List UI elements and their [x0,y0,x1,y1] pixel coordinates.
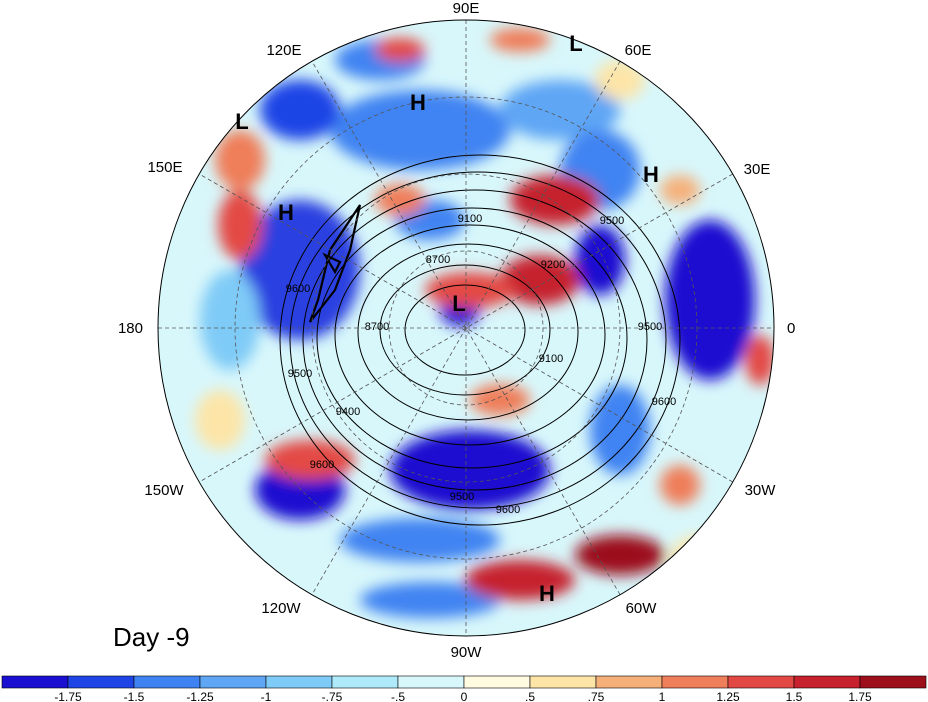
high-marker: H [643,162,659,187]
colorbar-swatch [331,675,399,689]
contour-label: 9100 [539,353,563,365]
high-marker: H [278,200,294,225]
lon-label-60W: 60W [626,600,658,617]
lon-label-30E: 30E [744,161,771,178]
colorbar-swatch [595,675,663,689]
contour-label: 9600 [310,459,334,471]
colorbar-swatch [661,675,729,689]
lon-label-90E: 90E [453,0,480,17]
lon-label-90W: 90W [451,644,483,661]
contour-label: 9600 [652,396,676,408]
highlighted-contour [308,204,362,323]
lon-label-120E: 120E [266,42,301,59]
lon-label-120W: 120W [261,600,301,617]
colorbar-swatch [859,675,927,689]
contour-value-labels: 9100 8700 9200 8700 9100 9500 9500 9600 … [286,213,676,516]
map-disk-border [157,19,775,637]
contour-label: 9500 [288,368,312,380]
lon-label-30W: 30W [745,482,777,499]
lon-label-150E: 150E [147,159,182,176]
colorbar-swatch [727,675,795,689]
panel-label: Day -9 [113,622,190,652]
colorbar-tick-label: 1 [659,690,666,702]
contour-label: 8700 [426,254,450,266]
contour-label: 9500 [450,491,474,503]
colorbar-swatch [1,675,69,689]
colorbar-tick-label: 1.25 [716,690,740,702]
colorbar-swatch [67,675,135,689]
high-marker: H [539,581,555,606]
low-marker: L [235,109,248,134]
colorbar-swatch [199,675,267,689]
lon-label-180: 180 [118,320,143,337]
colorbar-swatch [397,675,465,689]
contour-label: 9200 [541,259,565,271]
colorbar-tick-label: 1.5 [786,690,803,702]
contour-label: 9100 [458,213,482,225]
colorbar-tick-label: -1.75 [54,690,82,702]
colorbar-tick-label: .5 [525,690,535,702]
high-marker: H [410,90,426,115]
colorbar-tick-label: -1.25 [186,690,214,702]
low-marker: L [569,31,582,56]
colorbar-swatch [529,675,597,689]
contour-label: 9500 [638,321,662,333]
colorbar-tick-label: -.75 [322,690,343,702]
colorbar-tick-label: 1.75 [848,690,872,702]
colorbar-swatch [463,675,531,689]
contour-label: 9600 [496,504,520,516]
contour-label: 8700 [365,321,389,333]
colorbar-tick-label: 0 [461,690,468,702]
longitude-labels: 90E 60E 30E 0 30W 60W 90W 120W 150W 180 … [118,0,795,661]
lon-label-0: 0 [787,320,795,337]
colorbar-tick-label: -1.5 [124,690,145,702]
colorbar-swatch [133,675,201,689]
height-contours [279,154,681,526]
colorbar-tick-label: .75 [588,690,605,702]
colorbar-tick-label: -.5 [391,690,405,702]
lon-label-60E: 60E [625,42,652,59]
contour-label: 9500 [600,215,624,227]
colorbar-swatch [793,675,861,689]
colorbar-swatch [265,675,333,689]
contour-label: 9600 [286,283,310,295]
contour-label: 9400 [336,406,360,418]
pressure-centers: L L L H H H H [235,31,659,606]
colorbar-tick-label: -1 [261,690,272,702]
low-marker: L [452,291,465,316]
colorbar: -1.75 -1.5 -1.25 -1 -.75 -.5 0 .5 .75 1 1.25 1.5 1.7… [1,675,927,702]
graticule [158,20,774,636]
lon-label-150W: 150W [144,482,184,499]
